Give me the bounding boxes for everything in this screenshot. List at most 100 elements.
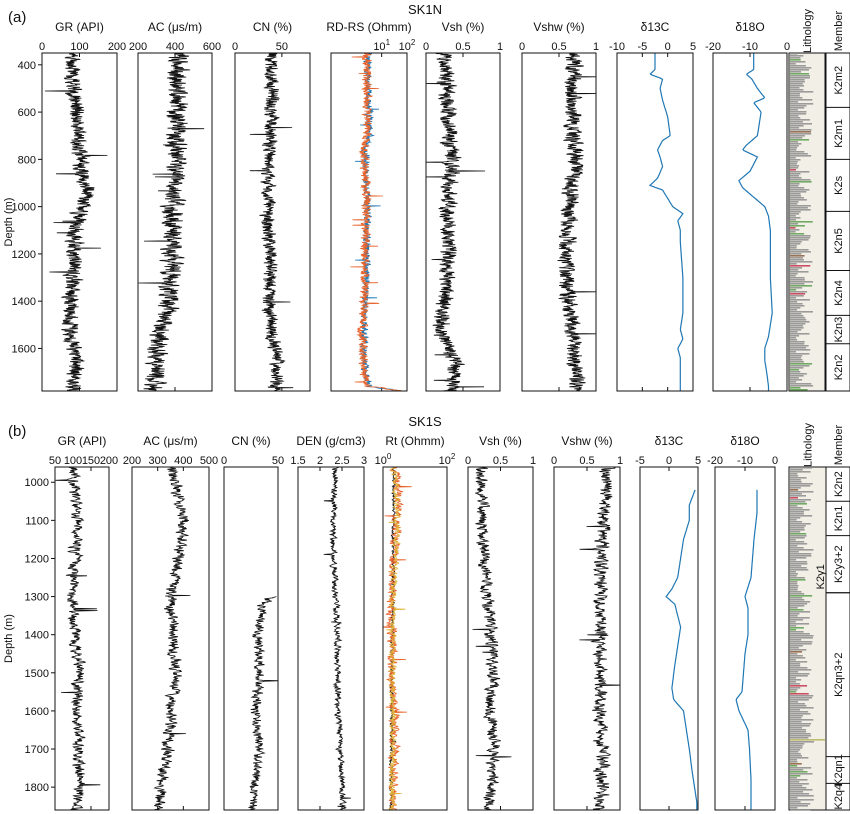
x-tick-label: 0	[551, 455, 557, 467]
lithology-column: Lithology	[788, 8, 826, 392]
lithology-bed	[790, 539, 796, 541]
lithology-bed	[790, 279, 805, 281]
lithology-bed	[790, 331, 798, 333]
member-label: K2qn3+2	[833, 653, 845, 697]
lithology-column: Lithology	[788, 422, 827, 811]
lithology-bed	[790, 597, 803, 599]
lithology-bed	[790, 203, 798, 205]
lithology-bed	[790, 271, 809, 273]
track-frame	[521, 52, 597, 392]
member-label: K2n4	[833, 280, 845, 306]
lithology-bed	[790, 261, 813, 263]
x-tick-label: 400	[166, 41, 184, 53]
lithology-bed	[790, 59, 801, 61]
lithology-bed	[790, 729, 807, 731]
lithology-bed	[790, 281, 814, 283]
x-tick-label: 0	[423, 41, 429, 53]
member-label: K2n2	[833, 355, 845, 381]
lithology-bed	[790, 251, 811, 253]
depth-axis-label: Depth (m)	[3, 198, 15, 247]
member-frame	[825, 52, 850, 392]
well-title: SK1S	[408, 414, 442, 429]
lithology-bed	[790, 705, 807, 707]
lithology-bed	[790, 745, 803, 747]
lithology-bed	[790, 95, 800, 97]
lithology-bed	[790, 791, 804, 793]
lithology-bed	[790, 477, 807, 479]
lithology-bed	[790, 511, 805, 513]
x-tick-label: 0	[666, 455, 672, 467]
lithology-bed	[790, 499, 811, 501]
lithology-bed	[790, 701, 799, 703]
lithology-bed	[790, 145, 799, 147]
depth-tick-label: 800	[18, 154, 36, 166]
track-frame	[553, 466, 621, 811]
lithology-bed	[790, 205, 811, 207]
lithology-bed	[790, 687, 801, 689]
member-label: K2s	[833, 175, 845, 194]
x-tick-label: 101	[373, 38, 390, 53]
log-track: RD-RS (Ohmm) 101 102	[326, 20, 416, 392]
lithology-bed	[790, 563, 808, 565]
lithology-bed	[790, 133, 812, 135]
depth-tick-label: 1000	[12, 202, 36, 214]
lithology-bed	[790, 367, 804, 369]
lithology-bed	[790, 113, 807, 115]
log-curve	[44, 53, 108, 391]
lithology-header: Lithology	[803, 422, 815, 467]
log-curve	[153, 467, 191, 810]
x-tick-label: 400	[174, 455, 192, 467]
lithology-bed	[790, 317, 806, 319]
lithology-bed	[790, 689, 798, 691]
lithology-bed	[790, 775, 801, 777]
lithology-bed	[790, 201, 799, 203]
lithology-bed	[790, 171, 810, 173]
lithology-bed	[790, 709, 800, 711]
lithology-bed	[790, 639, 802, 641]
lithology-bed	[790, 801, 801, 803]
lithology-bed	[790, 267, 803, 269]
track-title: Vsh (%)	[479, 434, 522, 448]
lithology-bed	[790, 489, 799, 491]
lithology-bed	[790, 297, 796, 299]
lithology-bed	[790, 369, 799, 371]
log-curve	[55, 467, 101, 810]
lithology-bed	[790, 551, 799, 553]
lithology-bed	[790, 153, 808, 155]
lithology-bed	[790, 657, 806, 659]
lithology-bed	[790, 91, 814, 93]
lithology-bed	[790, 339, 798, 341]
lithology-bed	[790, 609, 804, 611]
x-tick-label: -10	[609, 41, 625, 53]
lithology-bed	[790, 711, 809, 713]
lithology-bed	[790, 769, 804, 771]
x-tick-label: 200	[129, 41, 147, 53]
lithology-bed	[790, 561, 808, 563]
lithology-bed	[790, 139, 810, 141]
lithology-bed	[790, 67, 812, 69]
lithology-bed	[790, 151, 805, 153]
lithology-bed	[790, 301, 798, 303]
x-tick-label: 500	[200, 455, 218, 467]
lithology-bed	[790, 653, 798, 655]
lithology-bed	[790, 525, 806, 527]
member-header: Member	[833, 424, 845, 465]
x-tick-label: -10	[737, 455, 753, 467]
lithology-bed	[790, 695, 814, 697]
depth-tick-label: 1400	[12, 296, 36, 308]
x-tick-label: 0	[772, 455, 778, 467]
lithology-bed	[790, 783, 809, 785]
lithology-bed	[790, 743, 805, 745]
lithology-bed	[790, 137, 803, 139]
lithology-bed	[790, 765, 798, 767]
lithology-bed	[790, 771, 808, 773]
x-tick-label: 5	[695, 455, 701, 467]
lithology-bed	[790, 557, 807, 559]
lithology-bed	[790, 757, 809, 759]
track-title: CN (%)	[253, 20, 292, 34]
lithology-bed	[790, 629, 797, 631]
lithology-bed	[790, 231, 796, 233]
x-tick-label: 150	[82, 455, 100, 467]
lithology-bed	[790, 115, 799, 117]
well-panel-1: SK1S(b)Depth (m)100011001200130014001500…	[3, 414, 850, 811]
